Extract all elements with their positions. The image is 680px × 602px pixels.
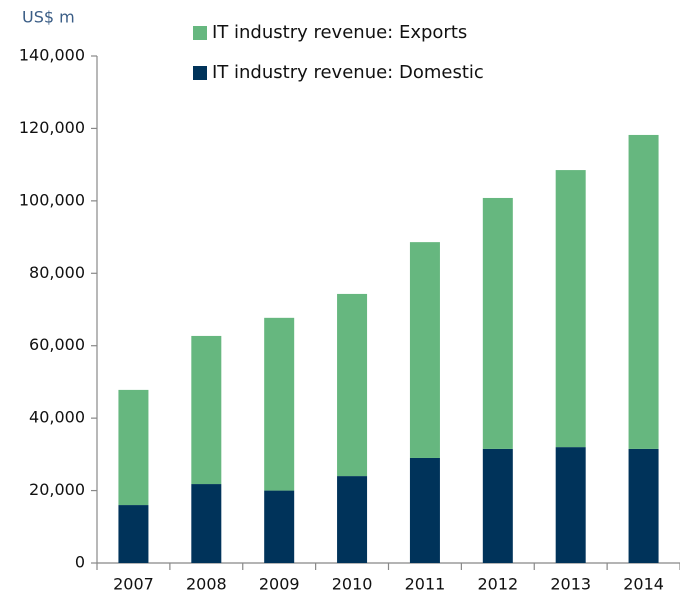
bar-segment <box>409 457 440 563</box>
y-tick-label: 120,000 <box>19 118 85 137</box>
x-tick-label: 2007 <box>113 575 154 594</box>
bar-segment <box>628 134 659 449</box>
bar-segment <box>264 490 295 563</box>
x-tick-label: 2011 <box>405 575 446 594</box>
x-tick-label: 2014 <box>623 575 664 594</box>
bar-segment <box>191 484 222 563</box>
y-tick-label: 0 <box>75 553 85 572</box>
bar-segment <box>118 389 149 506</box>
y-tick-label: 140,000 <box>19 46 85 65</box>
y-tick-label: 60,000 <box>29 335 85 354</box>
y-tick-label: 100,000 <box>19 190 85 209</box>
bar-segment <box>409 242 440 458</box>
y-tick-label: 80,000 <box>29 263 85 282</box>
bar-segment <box>191 335 222 485</box>
x-tick-label: 2012 <box>477 575 518 594</box>
y-tick-label: 20,000 <box>29 480 85 499</box>
bar-segment <box>555 447 586 563</box>
legend-swatch <box>193 26 207 40</box>
bar-segment <box>118 505 149 563</box>
x-tick-label: 2009 <box>259 575 300 594</box>
bar-segment <box>337 293 368 477</box>
bar-segment <box>482 448 513 563</box>
bar-segment <box>628 448 659 563</box>
bar-segment <box>264 317 295 491</box>
y-axis-label: US$ m <box>22 8 75 27</box>
x-tick-label: 2013 <box>550 575 591 594</box>
x-tick-label: 2008 <box>186 575 227 594</box>
legend-swatch <box>193 66 207 80</box>
legend-label: IT industry revenue: Domestic <box>212 62 484 83</box>
x-tick-label: 2010 <box>332 575 373 594</box>
y-tick-label: 40,000 <box>29 408 85 427</box>
bar-segment <box>337 476 368 563</box>
legend-label: IT industry revenue: Exports <box>212 22 467 43</box>
bar-segment <box>555 170 586 448</box>
bar-segment <box>482 197 513 449</box>
